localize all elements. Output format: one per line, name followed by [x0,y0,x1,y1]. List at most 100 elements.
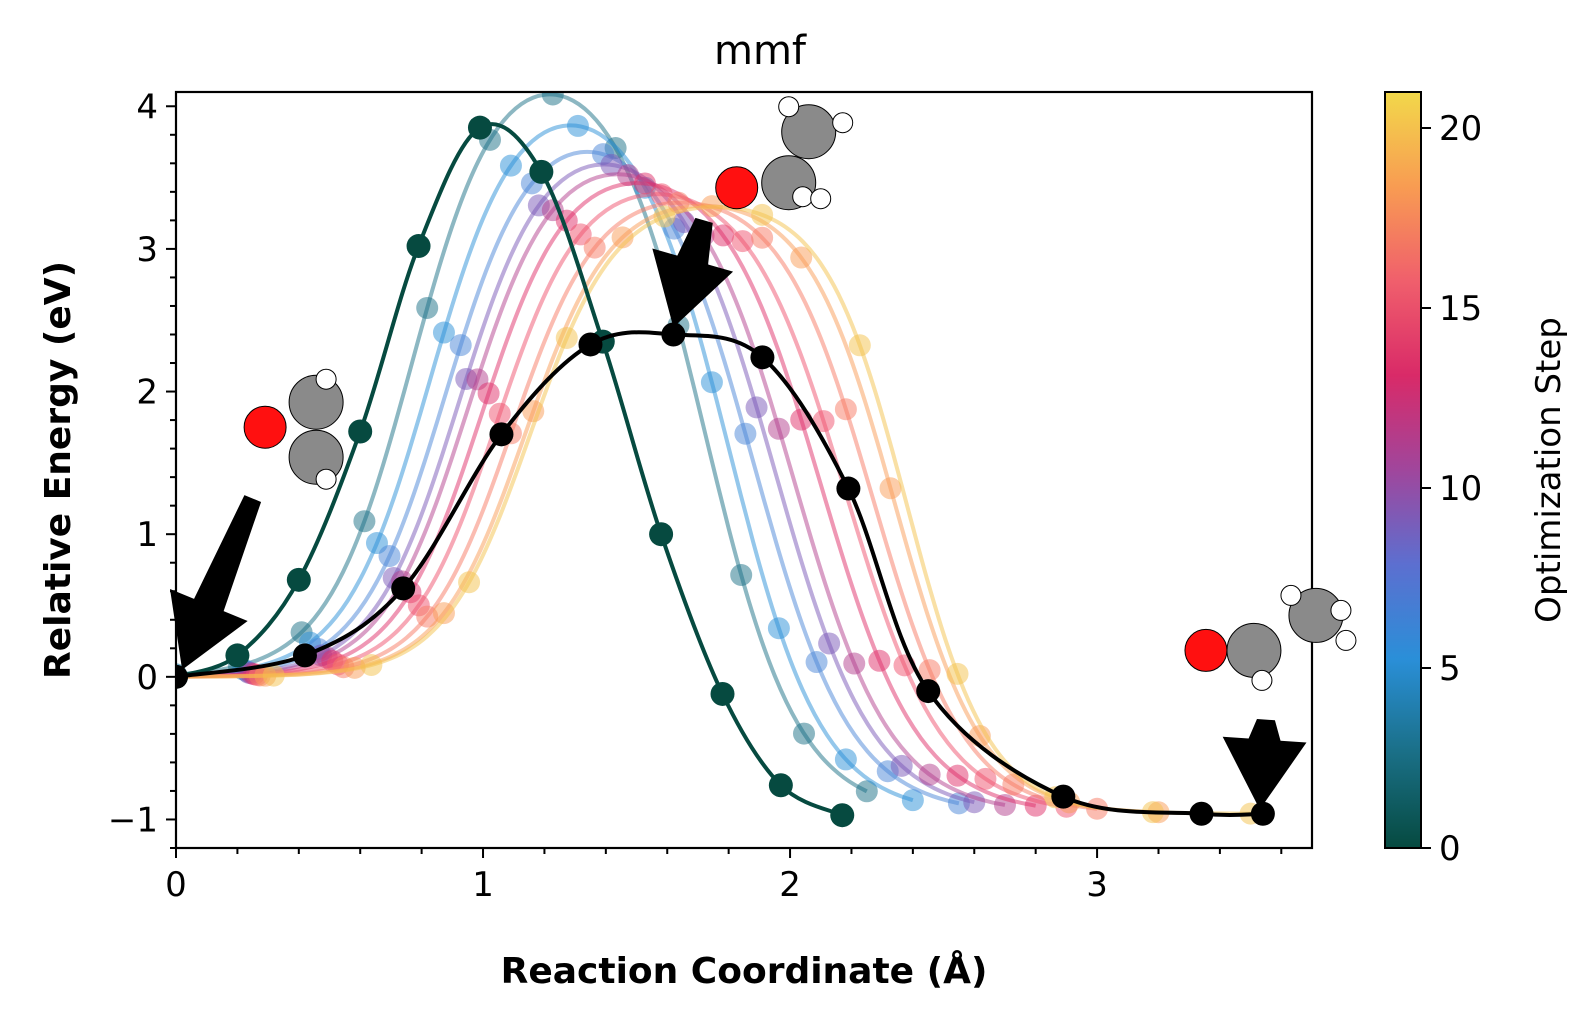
path-point-step-2 [855,780,878,803]
colorbar-tick-label: 20 [1439,109,1482,149]
y-axis: −1 0 1 2 3 4 [108,87,176,849]
reactant-molecule [243,368,344,490]
colorbar [1384,91,1422,849]
path-point-step-14 [731,230,754,253]
path-point-step-20 [946,662,969,685]
path-point-step-18 [790,246,813,269]
path-point-step-2 [353,510,376,533]
y-tick-label: 0 [136,658,158,698]
path-point-step-20 [360,654,383,677]
path-point-step-4 [767,617,790,640]
reactant-arrow [170,495,262,670]
initial-path-point [710,681,735,706]
initial-path-point [467,115,492,140]
path-point-step-12 [868,649,891,672]
path-point-step-14 [569,223,592,246]
colorbar-tick-label: 10 [1439,469,1482,509]
path-point-step-6 [449,334,472,357]
intermediate-molecule [715,96,854,211]
path-point-step-20 [555,326,578,349]
path-line-step-12 [176,181,1037,808]
path-point-step-20 [653,205,676,228]
path-point-step-2 [730,564,753,587]
x-tick-label: 0 [165,865,187,905]
y-tick-label: 3 [136,230,158,270]
x-axis-label: Reaction Coordinate (Å) [501,950,988,992]
plot-frame [174,90,1314,850]
path-line-step-4 [176,123,914,803]
path-point-step-14 [488,402,511,425]
path-point-step-20 [458,571,481,594]
path-line-step-14 [176,192,1067,809]
y-tick-label: −1 [108,800,158,840]
colorbar-label: Optimization Step [1529,317,1569,623]
path-point-step-18 [611,226,634,249]
final-path-point [661,322,686,347]
path-point-step-16 [416,605,439,628]
path-point-step-2 [416,296,439,319]
y-tick-label: 4 [136,87,158,127]
path-point-step-4 [700,371,723,394]
final-path-point [578,332,603,357]
initial-path-point [529,159,554,184]
final-path-point [1189,801,1214,826]
path-point-step-4 [432,321,455,344]
path-point-step-20 [751,203,774,226]
path-point-step-20 [848,334,871,357]
final-path-point [750,345,775,370]
final-path-point [176,664,188,689]
final-path-point [1051,784,1076,809]
final-path-point [1250,801,1275,826]
path-point-step-10 [617,164,640,187]
path-point-step-10 [767,417,790,440]
path-line-step-20 [176,204,1251,816]
path-point-step-18 [432,602,455,625]
path-point-step-14 [812,410,835,433]
path-point-step-14 [650,183,673,206]
initial-path-point [225,643,250,668]
path-point-step-8 [890,754,913,777]
path-point-step-6 [805,651,828,674]
path-point-step-10 [843,652,866,675]
path-point-step-10 [918,763,941,786]
colorbar-tick-label: 0 [1439,829,1461,869]
final-path-point [836,476,861,501]
product-arrow [1222,719,1307,810]
plot-area [170,92,1307,828]
path-line-step-2 [176,92,868,794]
colorbar-tick-label: 15 [1439,289,1482,329]
path-point-step-4 [566,114,589,137]
path-point-step-6 [378,545,401,568]
initial-path-line [176,122,844,818]
initial-path-point [348,419,373,444]
path-point-step-14 [974,767,997,790]
final-path-point [292,643,317,668]
initial-path-point [830,803,855,828]
initial-path-point [406,234,431,259]
path-point-step-4 [499,154,522,177]
x-axis: 0 1 2 3 [165,848,1283,905]
path-point-step-16 [751,226,774,249]
y-tick-label: 1 [136,515,158,555]
path-point-step-2 [793,722,816,745]
final-path-point [916,679,941,704]
path-point-step-16 [583,236,606,259]
path-point-step-6 [734,422,757,445]
intermediate-arrow [652,217,734,328]
path-point-step-4 [834,748,857,771]
y-axis-label: Relative Energy (eV) [38,261,79,679]
path-point-step-12 [633,172,656,195]
path-point-step-2 [541,92,564,106]
colorbar-ticks: 0 5 10 15 20 [1421,109,1482,869]
path-point-step-16 [834,398,857,421]
path-point-step-12 [946,764,969,787]
path-point-step-20 [262,664,285,687]
path-point-step-8 [818,632,841,655]
product-molecule [1184,584,1357,691]
path-point-step-12 [477,382,500,405]
y-tick-label: 2 [136,373,158,413]
initial-path-point [768,773,793,798]
chart-title: mmf [714,28,807,74]
path-point-step-12 [712,224,735,247]
